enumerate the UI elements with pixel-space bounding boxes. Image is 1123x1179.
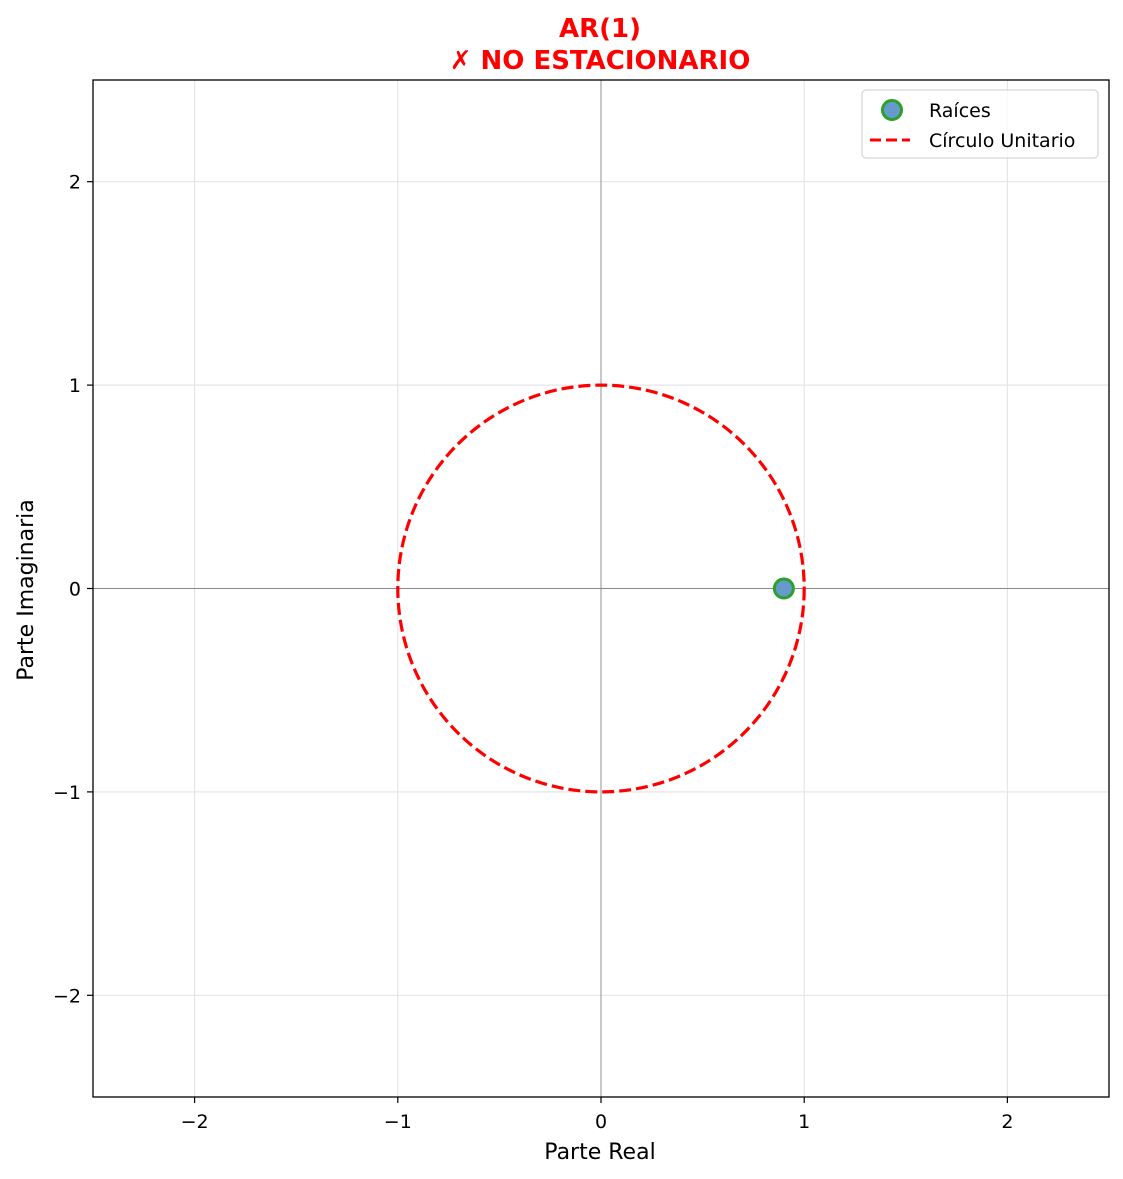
legend-roots-label: Raíces [929,100,991,122]
x-tick-label: −1 [384,1111,412,1133]
zero-lines [93,80,1109,1097]
root-point [774,579,793,598]
x-axis-label: Parte Real [544,1140,655,1165]
chart-subtitle: ✗ NO ESTACIONARIO [450,46,751,76]
legend-circle-label: Círculo Unitario [929,130,1075,152]
legend: Raíces Círculo Unitario [862,90,1098,158]
legend-roots-marker [883,101,902,120]
y-tick-label: −1 [53,782,81,804]
y-tick-label: −2 [53,985,81,1007]
chart-title: AR(1) [559,14,641,44]
axis-ticks: −2 −1 0 1 2 −2 −1 0 1 2 [53,172,1013,1133]
y-tick-label: 0 [69,579,81,601]
y-tick-label: 2 [69,172,81,194]
x-tick-label: −2 [181,1111,209,1133]
x-tick-label: 0 [595,1111,607,1133]
y-tick-label: 1 [69,375,81,397]
x-tick-label: 2 [1001,1111,1013,1133]
y-axis-label: Parte Imaginaria [14,499,39,681]
x-tick-label: 1 [798,1111,810,1133]
